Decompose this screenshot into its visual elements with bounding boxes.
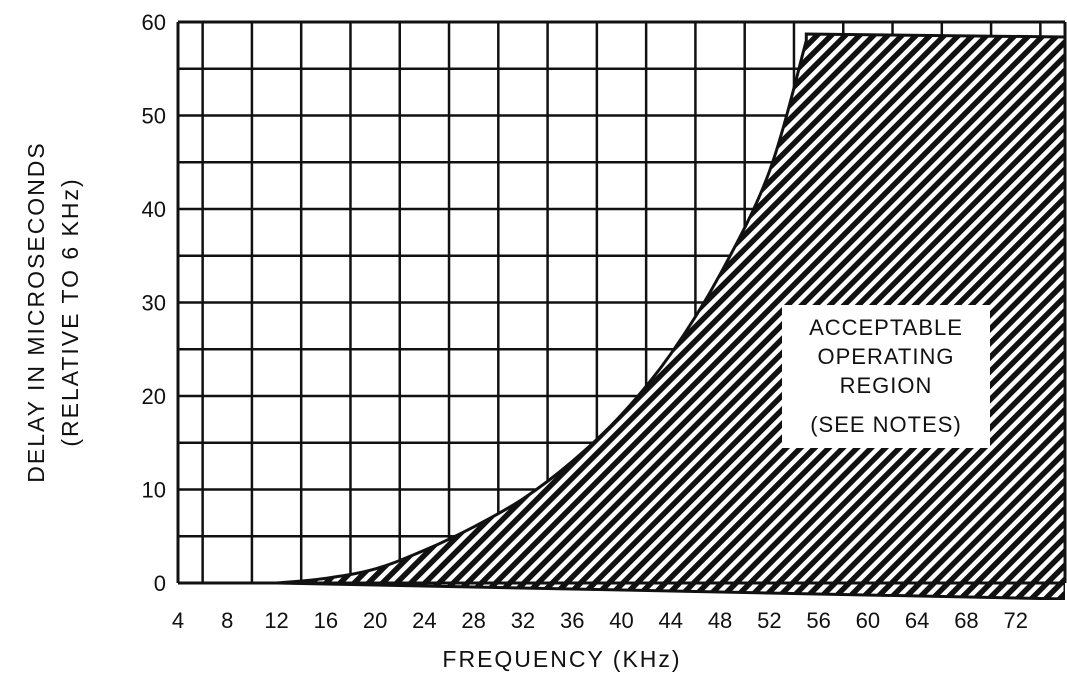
y-tick-label: 20: [142, 384, 166, 409]
y-tick-label: 50: [142, 104, 166, 129]
y-tick-label: 30: [142, 291, 166, 316]
x-tick-label: 12: [264, 608, 288, 633]
y-tick-label: 10: [142, 478, 166, 503]
x-tick-label: 64: [905, 608, 929, 633]
x-tick-label: 8: [221, 608, 233, 633]
x-tick-label: 4: [172, 608, 184, 633]
annotation-line-2: OPERATING: [818, 344, 955, 369]
x-axis-title: FREQUENCY (KHz): [442, 646, 681, 672]
annotation-box: [782, 305, 990, 448]
x-tick-label: 44: [659, 608, 683, 633]
y-tick-label: 0: [154, 571, 166, 596]
axes: [176, 20, 1067, 585]
y-tick-label: 60: [142, 10, 166, 35]
x-tick-label: 16: [314, 608, 338, 633]
x-tick-label: 28: [461, 608, 485, 633]
y-axis-title-line-2: (RELATIVE TO 6 KHz): [57, 177, 83, 446]
x-tick-labels: 4 8 12 16 20 24 28 32 36 40 44 48 52 56 60 64 68 72: [172, 608, 1028, 633]
x-tick-label: 56: [806, 608, 830, 633]
x-tick-label: 52: [757, 608, 781, 633]
x-tick-label: 24: [412, 608, 436, 633]
x-tick-label: 48: [708, 608, 732, 633]
x-tick-label: 36: [560, 608, 584, 633]
x-tick-label: 72: [1003, 608, 1027, 633]
x-tick-label: 20: [363, 608, 387, 633]
y-tick-labels: 0 10 20 30 40 50 60: [142, 10, 166, 596]
acceptable-operating-region: [276, 32, 1065, 600]
x-tick-label: 68: [954, 608, 978, 633]
annotation-line-4: (SEE NOTES): [810, 412, 962, 437]
x-tick-label: 60: [856, 608, 880, 633]
annotation-line-1: ACCEPTABLE: [809, 315, 963, 340]
y-axis-title-line-1: DELAY IN MICROSECONDS: [23, 141, 49, 482]
y-tick-label: 40: [142, 197, 166, 222]
annotation-line-3: REGION: [840, 373, 933, 398]
x-tick-label: 32: [511, 608, 535, 633]
x-tick-label: 40: [609, 608, 633, 633]
